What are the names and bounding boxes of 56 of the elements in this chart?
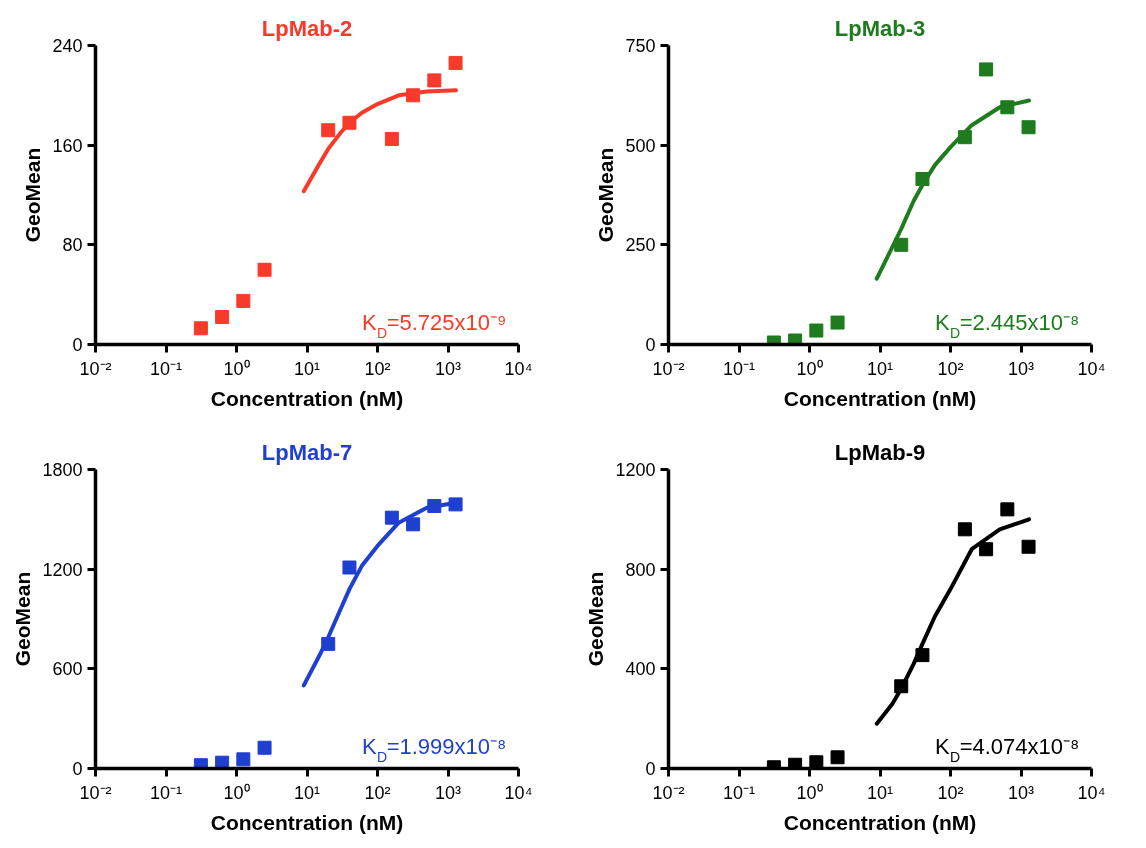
y-tick-label: 80 [62, 235, 83, 256]
y-tick-label: 400 [625, 659, 656, 680]
x-tick-label: 10⁴ [1077, 358, 1106, 379]
x-tick-label: 10² [937, 358, 964, 379]
x-tick-label: 10⁻² [652, 358, 685, 379]
x-tick-label: 10⁻² [79, 782, 112, 803]
y-axis-title: GeoMean [11, 571, 35, 667]
y-tick-label: 160 [52, 135, 83, 156]
y-tick-label: 600 [52, 659, 83, 680]
y-tick-label: 0 [72, 335, 83, 355]
x-tick-label: 10⁻² [652, 782, 685, 803]
x-tick-label: 10⁻¹ [722, 358, 756, 379]
y-tick-label: 0 [72, 759, 83, 779]
x-tick-label: 10⁰ [796, 358, 823, 379]
y-tick-label: 0 [645, 759, 656, 779]
x-tick-label: 10³ [434, 782, 462, 803]
x-tick-label: 10⁴ [504, 782, 533, 803]
x-axis-title: Concentration (nM) [783, 386, 977, 410]
x-axis-title: Concentration (nM) [210, 810, 404, 834]
x-tick-label: 10⁴ [504, 358, 533, 379]
y-tick-label: 500 [625, 135, 656, 156]
y-tick-label: 750 [625, 36, 656, 56]
x-tick-label: 10¹ [293, 782, 321, 803]
chart-title: LpMab-7 [261, 439, 353, 465]
y-tick-label: 240 [52, 36, 83, 56]
x-tick-label: 10¹ [866, 358, 894, 379]
chart-title: LpMab-2 [261, 15, 353, 41]
x-axis-title: Concentration (nM) [210, 386, 404, 410]
x-tick-label: 10⁻¹ [722, 782, 756, 803]
y-axis-title: GeoMean [21, 147, 45, 243]
x-tick-label: 10³ [1007, 782, 1035, 803]
x-axis-title: Concentration (nM) [783, 810, 977, 834]
y-axis-title: GeoMean [584, 571, 608, 667]
x-tick-label: 10⁻¹ [149, 782, 183, 803]
y-tick-label: 250 [625, 235, 656, 256]
y-tick-label: 800 [625, 559, 656, 580]
x-tick-label: 10² [937, 782, 964, 803]
y-axis-title: GeoMean [594, 147, 618, 243]
x-tick-label: 10¹ [866, 782, 894, 803]
x-tick-label: 10³ [434, 358, 462, 379]
x-tick-label: 10⁻² [79, 358, 112, 379]
x-tick-label: 10² [364, 782, 391, 803]
x-tick-label: 10⁴ [1077, 782, 1106, 803]
x-tick-label: 10¹ [293, 358, 321, 379]
y-tick-label: 1200 [615, 460, 656, 480]
x-tick-label: 10⁰ [223, 782, 250, 803]
x-tick-label: 10⁰ [223, 358, 250, 379]
x-tick-label: 10³ [1007, 358, 1035, 379]
y-tick-label: 1200 [42, 559, 83, 580]
x-tick-label: 10⁰ [796, 782, 823, 803]
x-tick-label: 10⁻¹ [149, 358, 183, 379]
y-tick-label: 1800 [42, 460, 83, 480]
chart-title: LpMab-9 [834, 439, 926, 465]
x-tick-label: 10² [364, 358, 391, 379]
chart-title: LpMab-3 [834, 15, 926, 41]
y-tick-label: 0 [645, 335, 656, 355]
